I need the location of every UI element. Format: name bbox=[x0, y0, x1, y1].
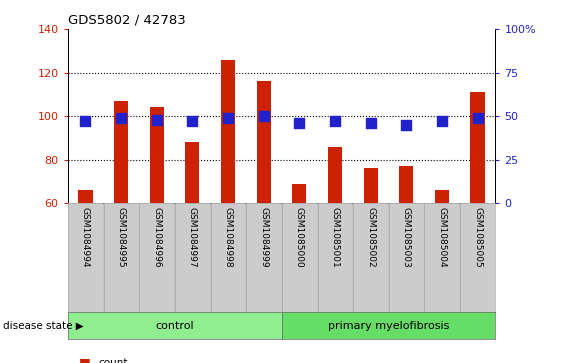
Bar bbox=[399, 166, 413, 203]
Bar bbox=[292, 184, 306, 203]
Point bbox=[188, 118, 197, 124]
Bar bbox=[257, 81, 271, 203]
Text: ■: ■ bbox=[79, 356, 91, 363]
Text: GDS5802 / 42783: GDS5802 / 42783 bbox=[68, 13, 185, 26]
Text: GSM1085005: GSM1085005 bbox=[473, 207, 482, 267]
Bar bbox=[78, 190, 92, 203]
Point bbox=[295, 120, 304, 126]
Point bbox=[330, 118, 339, 124]
Bar bbox=[328, 147, 342, 203]
Text: disease state ▶: disease state ▶ bbox=[3, 321, 83, 331]
Point bbox=[473, 115, 482, 121]
Point bbox=[117, 115, 126, 121]
Text: count: count bbox=[99, 358, 128, 363]
Text: GSM1084997: GSM1084997 bbox=[188, 207, 197, 267]
Bar bbox=[185, 142, 199, 203]
Text: GSM1084995: GSM1084995 bbox=[117, 207, 126, 267]
Text: GSM1084999: GSM1084999 bbox=[259, 207, 268, 267]
Point bbox=[437, 118, 446, 124]
Point bbox=[224, 115, 233, 121]
Text: GSM1084994: GSM1084994 bbox=[81, 207, 90, 267]
Text: GSM1085004: GSM1085004 bbox=[437, 207, 446, 267]
Point bbox=[81, 118, 90, 124]
Bar bbox=[364, 168, 378, 203]
Text: GSM1084998: GSM1084998 bbox=[224, 207, 233, 267]
Text: GSM1085000: GSM1085000 bbox=[295, 207, 304, 267]
Point bbox=[152, 117, 161, 123]
Text: GSM1085001: GSM1085001 bbox=[330, 207, 339, 267]
Point bbox=[259, 113, 268, 119]
Bar bbox=[221, 60, 235, 203]
Bar bbox=[150, 107, 164, 203]
Text: control: control bbox=[155, 321, 194, 331]
Text: primary myelofibrosis: primary myelofibrosis bbox=[328, 321, 449, 331]
Text: GSM1085002: GSM1085002 bbox=[366, 207, 375, 267]
Bar bbox=[114, 101, 128, 203]
Point bbox=[366, 120, 375, 126]
Point bbox=[402, 122, 411, 128]
Bar bbox=[435, 190, 449, 203]
Text: GSM1084996: GSM1084996 bbox=[152, 207, 161, 267]
Text: GSM1085003: GSM1085003 bbox=[402, 207, 411, 267]
Bar bbox=[471, 92, 485, 203]
